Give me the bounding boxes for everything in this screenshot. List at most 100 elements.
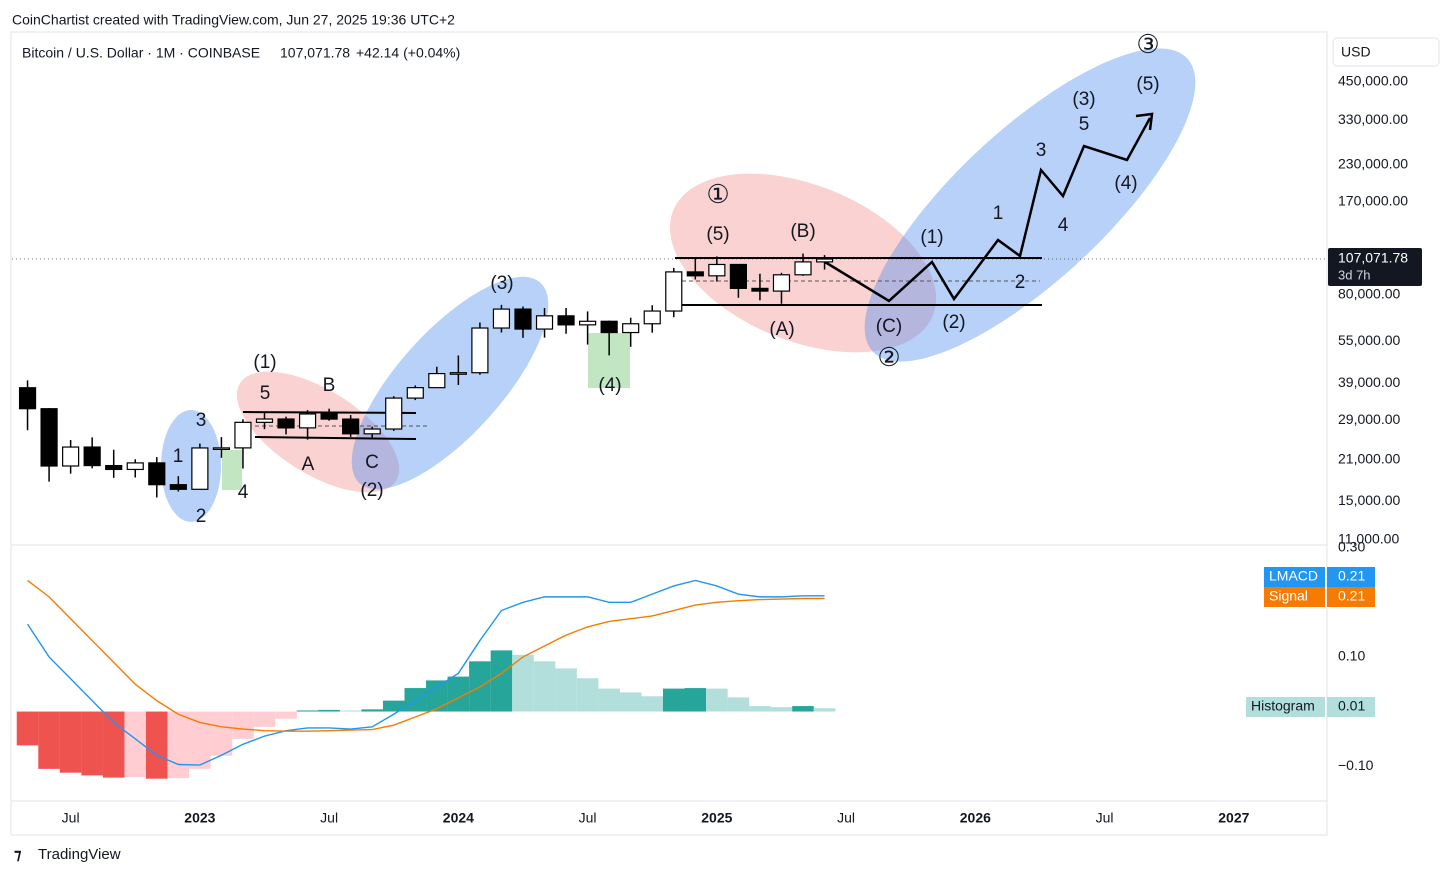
candle-body [169, 484, 187, 490]
countdown: 3d 7h [1338, 267, 1371, 282]
histogram-bar [167, 711, 190, 779]
candle-body [191, 447, 209, 490]
histogram-bar [339, 710, 362, 712]
candle-body [708, 263, 726, 277]
histogram-bar [426, 680, 448, 712]
candle-body [794, 261, 812, 276]
legend-badge [1264, 567, 1325, 587]
histogram-bar [361, 709, 383, 712]
macd-pane [16, 579, 836, 779]
histogram-bar [813, 708, 836, 712]
candle-body [622, 323, 640, 334]
change: +42.14 (+0.04%) [356, 45, 460, 61]
wave-label: (1) [253, 352, 276, 373]
y-tick-label: 330,000.00 [1338, 111, 1408, 127]
legend-name: LMACD [1269, 568, 1318, 584]
candle-body [492, 308, 511, 329]
histogram-bar [662, 688, 685, 712]
wave-label: 3 [196, 410, 207, 431]
x-tick-label: 2023 [184, 810, 215, 826]
candle-body [557, 315, 575, 326]
histogram-bar [706, 688, 728, 712]
candle-body [385, 397, 403, 430]
histogram-bar [749, 706, 771, 712]
legend-badge [1246, 697, 1325, 717]
histogram-bar [512, 654, 534, 712]
histogram-bar [232, 711, 254, 739]
candle-body [686, 271, 704, 277]
legend-value: 0.21 [1338, 588, 1365, 604]
price: 107,071.78 [280, 45, 350, 61]
candle-body [363, 428, 381, 435]
projection-path [824, 117, 1152, 303]
candle-body [406, 387, 424, 399]
candle-body [579, 320, 597, 326]
histogram-bar [727, 697, 750, 712]
currency[interactable]: USD [1341, 44, 1371, 60]
legend-value: 0.01 [1338, 698, 1365, 714]
wave-label: 2 [196, 506, 207, 527]
wave-label: 1 [993, 203, 1004, 224]
wave-label: (2) [942, 312, 965, 333]
wave-label: 5 [1079, 114, 1090, 135]
y-tick-label: 11,000.00 [1338, 530, 1399, 546]
candle-body [320, 413, 338, 420]
brand-logo: ⁊ [14, 846, 22, 863]
legend-value-badge [1327, 567, 1375, 587]
candle-body [126, 462, 144, 471]
wave-label: (1) [920, 227, 943, 248]
wave-label: (5) [706, 224, 729, 245]
histogram-bar [382, 700, 405, 712]
x-tick-label: Jul [62, 810, 80, 826]
histogram-bar [598, 688, 620, 712]
y-tick-label: 21,000.00 [1338, 451, 1400, 467]
y-tick-label: 55,000.00 [1338, 332, 1400, 348]
candles [18, 253, 834, 498]
wave-label: 1 [173, 446, 184, 467]
histogram-bar [145, 711, 168, 779]
candle-body [665, 271, 683, 312]
candle-body [514, 308, 532, 330]
candle-body [643, 310, 661, 325]
candle-body [600, 320, 618, 334]
wave-label: (5) [1136, 74, 1159, 95]
histogram-bar [38, 711, 60, 769]
wave-label: C [365, 452, 379, 473]
x-tick-label: Jul [837, 810, 855, 826]
histogram-bar [253, 711, 276, 727]
y-tick-label: 15,000.00 [1338, 492, 1400, 508]
arrow-head [1135, 112, 1154, 131]
y-tick-label: 170,000.00 [1338, 193, 1408, 209]
candle-body [751, 287, 769, 292]
wave-ellipse [351, 276, 549, 490]
highlight-box [222, 450, 242, 490]
indicator-line [26, 579, 825, 766]
wave-label: 2 [1015, 272, 1026, 293]
brand: TradingView [38, 846, 121, 863]
wave-label: 3 [1036, 140, 1047, 161]
currency-box[interactable] [1332, 37, 1440, 67]
candle-body [18, 387, 37, 410]
histogram-bar [318, 709, 340, 712]
wave-label: 4 [1058, 215, 1069, 236]
candle-body [535, 315, 554, 330]
price-tag [1328, 248, 1422, 287]
candle-body [255, 418, 274, 423]
range-line [254, 436, 417, 440]
legend-value-badge [1327, 697, 1375, 717]
histogram-bar [296, 710, 319, 712]
wave-label: ② [877, 342, 900, 372]
histogram-bar [189, 711, 211, 769]
histogram-bar [81, 711, 103, 776]
x-tick-label: Jul [579, 810, 597, 826]
x-tick-label: Jul [1096, 810, 1114, 826]
histogram-bar [641, 696, 664, 712]
wave-label: (A) [769, 319, 794, 340]
wave-label: 5 [260, 383, 271, 404]
drawings [161, 48, 1196, 522]
wave-ellipse [864, 48, 1196, 362]
histogram-bar [124, 711, 147, 778]
legend-value-badge [1327, 587, 1375, 607]
candle-body [105, 464, 123, 471]
histogram-bar [792, 706, 814, 712]
